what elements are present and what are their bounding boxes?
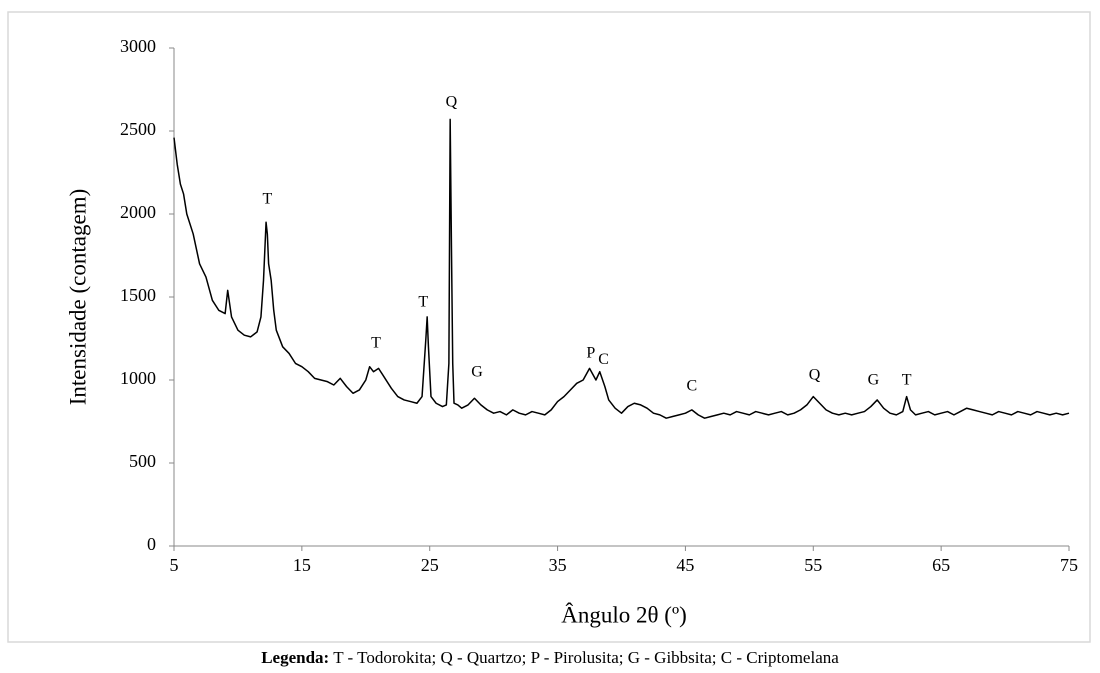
peak-label: T [418, 294, 428, 311]
peak-label: G [868, 372, 880, 389]
x-tick-label: 25 [421, 555, 439, 575]
peak-label: T [902, 372, 912, 389]
caption-text: T - Todorokita; Q - Quartzo; P - Pirolus… [333, 648, 839, 667]
x-tick-label: 5 [170, 555, 179, 575]
y-tick-label: 2500 [120, 119, 156, 139]
y-tick-label: 500 [129, 451, 156, 471]
x-tick-label: 35 [549, 555, 567, 575]
y-tick-label: 0 [147, 534, 156, 554]
caption-label: Legenda: [261, 648, 330, 667]
x-tick-label: 75 [1060, 555, 1078, 575]
peak-label: T [371, 335, 381, 352]
x-tick-label: 55 [804, 555, 822, 575]
peak-label: T [262, 191, 272, 208]
chart: Ângulo 2θ (º) Intensidade (contagem) 0 50… [7, 11, 1091, 643]
peak-label: C [598, 351, 609, 368]
chart-frame [7, 11, 1091, 643]
x-tick-label: 65 [932, 555, 950, 575]
x-axis-label: Ângulo 2θ (º) [561, 602, 686, 627]
caption: Legenda: T - Todorokita; Q - Quartzo; P -… [0, 648, 1100, 668]
peak-label: Q [446, 94, 458, 111]
peak-label: P [586, 345, 595, 362]
data-line [173, 118, 1070, 419]
peak-label: G [471, 364, 483, 381]
y-tick-label: 1000 [120, 368, 156, 388]
x-tick-label: 45 [676, 555, 694, 575]
peak-label: C [686, 378, 697, 395]
peak-label: Q [809, 367, 821, 384]
y-tick-label: 2000 [120, 202, 156, 222]
y-tick-label: 3000 [120, 36, 156, 56]
y-tick-label: 1500 [120, 285, 156, 305]
x-tick-label: 15 [293, 555, 311, 575]
y-axis-label: Intensidade (contagem) [65, 189, 90, 406]
